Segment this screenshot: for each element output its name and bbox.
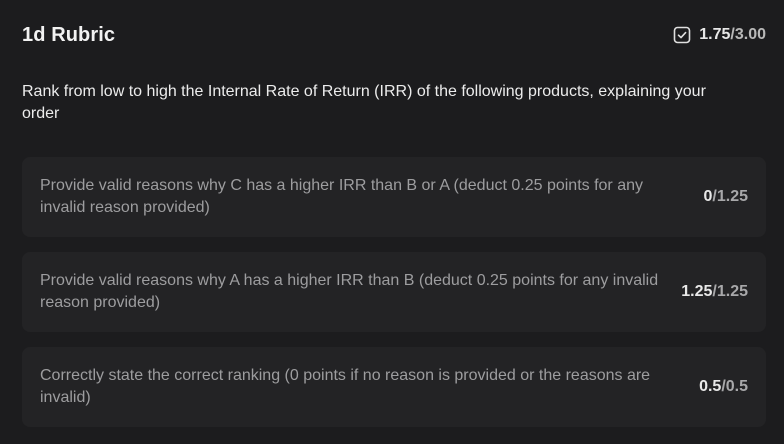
total-score-separator: /	[730, 26, 735, 43]
criterion-score-value: 0	[703, 188, 713, 205]
total-score-value: 1.75	[699, 26, 731, 43]
rubric-title: 1d Rubric	[22, 23, 116, 46]
criterion-card: Correctly state the correct ranking (0 p…	[22, 347, 766, 427]
total-score-max: 3.00	[734, 26, 766, 43]
checkbox-check-icon	[673, 26, 691, 44]
criterion-score-value: 1.25	[681, 283, 713, 300]
criterion-card: Provide valid reasons why A has a higher…	[22, 252, 766, 332]
criterion-score-max: /1.25	[712, 283, 748, 300]
rubric-header: 1d Rubric 1.75/3.00	[22, 20, 766, 50]
criterion-text: Provide valid reasons why A has a higher…	[40, 272, 659, 311]
criterion-score-max: /1.25	[712, 188, 748, 205]
criterion-card: Provide valid reasons why C has a higher…	[22, 157, 766, 237]
criterion-score: 0.5/0.5	[699, 378, 748, 396]
question-text: Rank from low to high the Internal Rate …	[22, 83, 706, 122]
criterion-score: 0/1.25	[704, 188, 749, 206]
criterion-text: Provide valid reasons why C has a higher…	[40, 177, 643, 216]
criterion-score-max: /0.5	[721, 378, 748, 395]
criterion-text: Correctly state the correct ranking (0 p…	[40, 367, 651, 406]
criterion-score-value: 0.5	[699, 378, 722, 395]
criteria-list: Provide valid reasons why C has a higher…	[22, 157, 766, 442]
total-score: 1.75/3.00	[673, 26, 766, 44]
criterion-score: 1.25/1.25	[681, 283, 748, 301]
